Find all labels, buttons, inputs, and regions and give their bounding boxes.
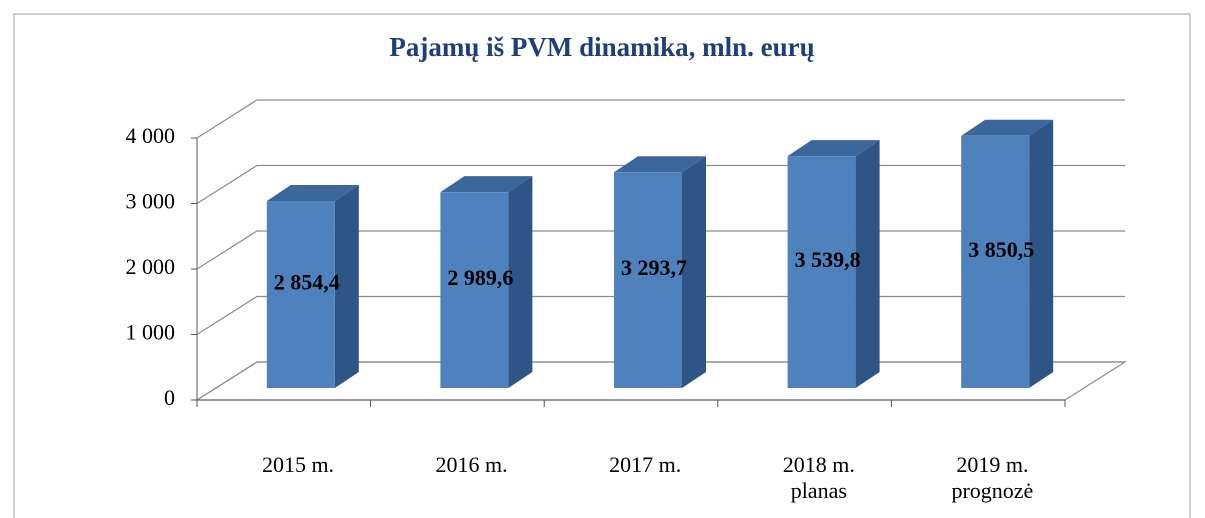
- value-label: 2 854,4: [274, 270, 340, 295]
- bar-side: [334, 185, 359, 388]
- bar-top: [787, 140, 880, 157]
- bar: [614, 172, 682, 388]
- bar-side: [508, 176, 533, 388]
- bar-side: [1029, 119, 1054, 389]
- bar-side: [682, 156, 706, 388]
- grid-line: [196, 99, 1125, 139]
- y-tick-label: 1 000: [126, 320, 176, 345]
- x-tick-label: 2016 m.: [435, 452, 508, 477]
- x-tick-label: 2015 m.: [261, 452, 335, 477]
- value-label: 3 293,7: [621, 255, 687, 280]
- y-tick-label: 4 000: [126, 123, 176, 148]
- bar: [440, 192, 509, 388]
- bar-top: [440, 176, 533, 193]
- bar: [961, 135, 1030, 388]
- x-tick-label: 2019 m. prognozė: [951, 452, 1034, 503]
- value-label: 3 539,8: [795, 247, 861, 272]
- y-tick-label: 3 000: [126, 189, 176, 214]
- bar: [266, 201, 335, 388]
- bar-top: [614, 156, 706, 173]
- chart-title: Pajamų iš PVM dinamika, mln. eurų: [389, 32, 814, 62]
- value-label: 2 989,6: [447, 265, 513, 290]
- bar-top: [266, 185, 359, 202]
- x-tick-label: 2018 m. planas: [782, 452, 855, 503]
- bar: [787, 156, 856, 388]
- value-label: 3 850,5: [968, 237, 1034, 262]
- y-tick-label: 0: [164, 385, 175, 410]
- y-tick-label: 2 000: [126, 254, 176, 279]
- chart-frame: [13, 13, 1191, 518]
- bar-side: [855, 140, 880, 388]
- bar-top: [961, 119, 1054, 136]
- x-tick-label: 2017 m.: [609, 452, 682, 477]
